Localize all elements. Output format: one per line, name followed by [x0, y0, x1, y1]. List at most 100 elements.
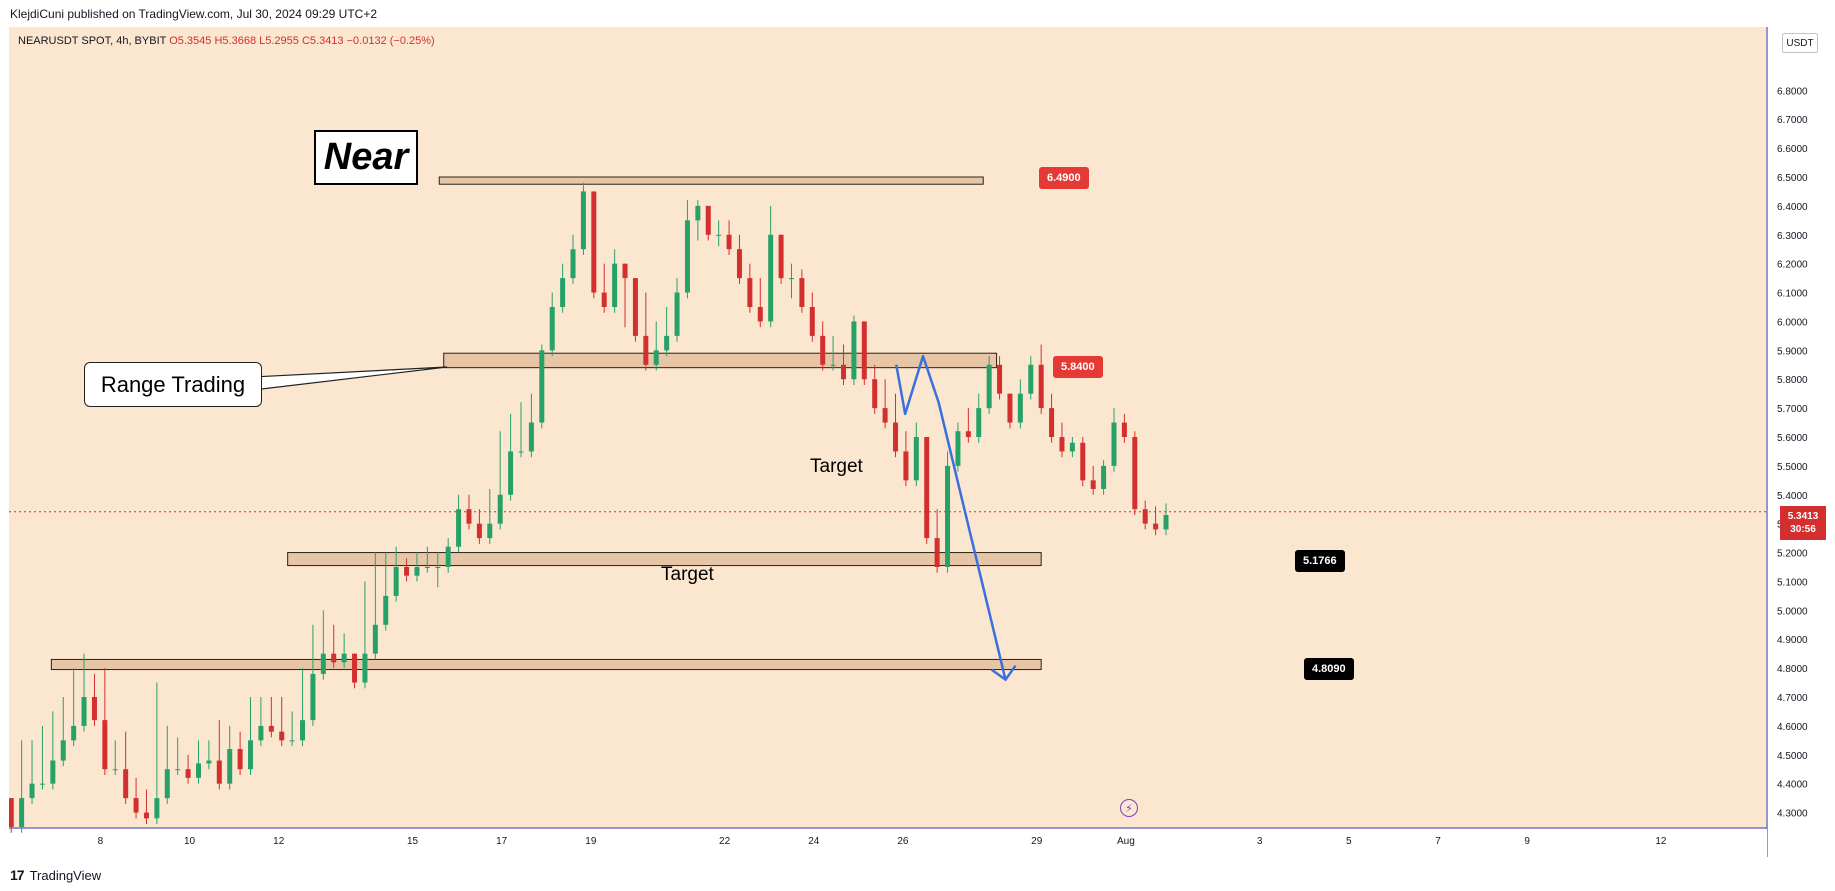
- candle-body: [643, 335, 649, 365]
- price-tag-mid-range: 5.8400: [1053, 356, 1103, 378]
- candle-body: [248, 740, 254, 770]
- x-tick-label: 26: [897, 836, 909, 847]
- y-tick-label: 6.0000: [1777, 317, 1808, 328]
- candle-body: [60, 740, 66, 761]
- projection-arrowhead: [990, 664, 1017, 682]
- candle-body: [372, 624, 378, 654]
- candlestick-chart[interactable]: 4.3000 4.4000 4.5000 4.6000 4.7000 4.8000 4.90…: [9, 27, 1826, 857]
- candle-body: [258, 725, 264, 741]
- candle-body: [851, 321, 857, 380]
- candle-body: [1142, 509, 1148, 524]
- y-tick-label: 4.9000: [1777, 635, 1808, 646]
- candle-body: [872, 379, 878, 409]
- published-header: KlejdiCuni published on TradingView.com,…: [0, 0, 1835, 27]
- y-tick-label: 6.1000: [1777, 289, 1808, 300]
- candle-body: [580, 191, 586, 250]
- y-axis-panel: [1768, 27, 1826, 857]
- x-tick-label: 7: [1435, 836, 1441, 847]
- candle-body: [497, 494, 503, 524]
- candle-body: [310, 673, 316, 721]
- open-value: O5.3545: [169, 35, 212, 47]
- candle-body: [924, 437, 930, 539]
- y-tick-label: 6.5000: [1777, 173, 1808, 184]
- y-tick-label: 5.6000: [1777, 433, 1808, 444]
- candle-body: [414, 567, 420, 576]
- lightning-icon[interactable]: ⚡: [1120, 799, 1138, 817]
- published-text: KlejdiCuni published on TradingView.com,…: [10, 7, 378, 21]
- candle-body: [674, 292, 680, 336]
- currency-unit-button[interactable]: USDT: [1782, 33, 1818, 53]
- x-tick-label: Aug: [1117, 836, 1135, 847]
- candle-body: [91, 697, 97, 721]
- candle-body: [1059, 437, 1065, 452]
- candle-body: [788, 278, 794, 280]
- candle-body: [1069, 442, 1075, 452]
- candle-body: [424, 567, 430, 568]
- candle-body: [102, 720, 108, 770]
- candle-body: [841, 364, 847, 380]
- candle-body: [50, 760, 56, 784]
- y-tick-label: 6.4000: [1777, 202, 1808, 213]
- candle-body: [445, 546, 451, 567]
- candle-body: [747, 278, 753, 307]
- last-price-label: 5.3413 30:56: [1780, 506, 1826, 540]
- candle-body: [757, 307, 763, 322]
- candle-body: [955, 431, 961, 466]
- candle-body: [216, 760, 222, 784]
- y-tick-label: 5.2000: [1777, 549, 1808, 560]
- candle-body: [539, 350, 545, 423]
- zone-target2: [50, 658, 1042, 671]
- candle-body: [71, 725, 77, 741]
- y-tick-label: 6.2000: [1777, 260, 1808, 271]
- candle-body: [601, 292, 607, 307]
- candle-body: [1163, 515, 1169, 530]
- y-tick-label: 5.1000: [1777, 577, 1808, 588]
- candle-body: [29, 783, 35, 799]
- candle-body: [81, 697, 87, 726]
- candle-body: [300, 720, 306, 741]
- candle-body: [268, 725, 274, 732]
- price-tag-target1: 5.1766: [1295, 550, 1345, 572]
- candle-body: [820, 335, 826, 365]
- low-value: L5.2955: [259, 35, 299, 47]
- y-tick-label: 6.6000: [1777, 144, 1808, 155]
- candle-body: [19, 798, 25, 827]
- candle-body: [549, 307, 555, 351]
- high-value: H5.3668: [214, 35, 257, 47]
- chart-area[interactable]: 4.3000 4.4000 4.5000 4.6000 4.7000 4.8000 4.90…: [9, 27, 1826, 857]
- target-label-1: Target: [810, 456, 863, 477]
- y-tick-label: 4.5000: [1777, 751, 1808, 762]
- bar-countdown: 30:56: [1790, 524, 1816, 535]
- candle-body: [206, 760, 212, 764]
- candle-body: [622, 263, 628, 279]
- candle-body: [1017, 393, 1023, 423]
- x-axis-panel: [9, 829, 1767, 857]
- candle-body: [518, 451, 524, 453]
- close-value: C5.3413: [301, 35, 344, 47]
- candle-body: [736, 249, 742, 279]
- candle-body: [986, 364, 992, 409]
- y-tick-label: 6.7000: [1777, 115, 1808, 126]
- x-tick-label: 12: [1655, 836, 1667, 847]
- tradingview-logo-icon: 17: [10, 867, 25, 883]
- y-tick-label: 4.7000: [1777, 693, 1808, 704]
- candle-body: [143, 812, 149, 819]
- candle-body: [560, 278, 566, 307]
- y-tick-label: 4.6000: [1777, 722, 1808, 733]
- candle-body: [528, 422, 534, 452]
- candle-body: [1038, 364, 1044, 409]
- brand-name: TradingView: [29, 867, 102, 883]
- candle-body: [39, 783, 45, 785]
- price-tag-top-range: 6.4900: [1039, 167, 1089, 189]
- y-tick-label: 4.3000: [1777, 809, 1808, 820]
- candle-body: [289, 740, 295, 742]
- x-tick-label: 3: [1257, 836, 1263, 847]
- candle-body: [799, 278, 805, 307]
- zone-mid-range: [443, 352, 998, 369]
- candle-body: [570, 249, 576, 279]
- y-tick-label: 5.8000: [1777, 375, 1808, 386]
- candle-body: [1153, 523, 1159, 530]
- candle-body: [9, 798, 14, 827]
- candle-body: [185, 769, 191, 778]
- x-tick-label: 24: [808, 836, 820, 847]
